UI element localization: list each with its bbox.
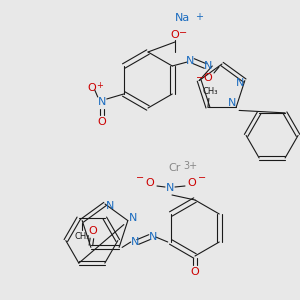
Text: N: N: [106, 201, 114, 211]
Text: N: N: [130, 237, 139, 247]
Text: O: O: [98, 117, 106, 127]
Text: N: N: [186, 56, 194, 66]
Text: CH₃: CH₃: [74, 232, 90, 241]
Text: −: −: [136, 173, 144, 183]
Text: Cr: Cr: [169, 163, 181, 173]
Text: N: N: [204, 61, 212, 71]
Text: N: N: [148, 232, 157, 242]
Text: N: N: [166, 183, 174, 193]
Text: N: N: [228, 98, 236, 108]
Text: −: −: [196, 73, 204, 83]
Text: N: N: [98, 97, 106, 107]
Text: +: +: [96, 82, 103, 91]
Text: O: O: [88, 226, 97, 236]
Text: O: O: [204, 73, 212, 83]
Text: −: −: [198, 173, 206, 183]
Text: −: −: [179, 28, 187, 38]
Text: O: O: [87, 83, 96, 93]
Text: Na: Na: [176, 13, 190, 23]
Text: O: O: [171, 30, 179, 40]
Text: O: O: [146, 178, 154, 188]
Text: N: N: [236, 78, 244, 88]
Text: 3+: 3+: [183, 161, 197, 171]
Text: O: O: [188, 178, 196, 188]
Text: +: +: [195, 12, 203, 22]
Text: CH₃: CH₃: [202, 87, 218, 96]
Text: N: N: [129, 213, 137, 223]
Text: O: O: [190, 267, 200, 277]
